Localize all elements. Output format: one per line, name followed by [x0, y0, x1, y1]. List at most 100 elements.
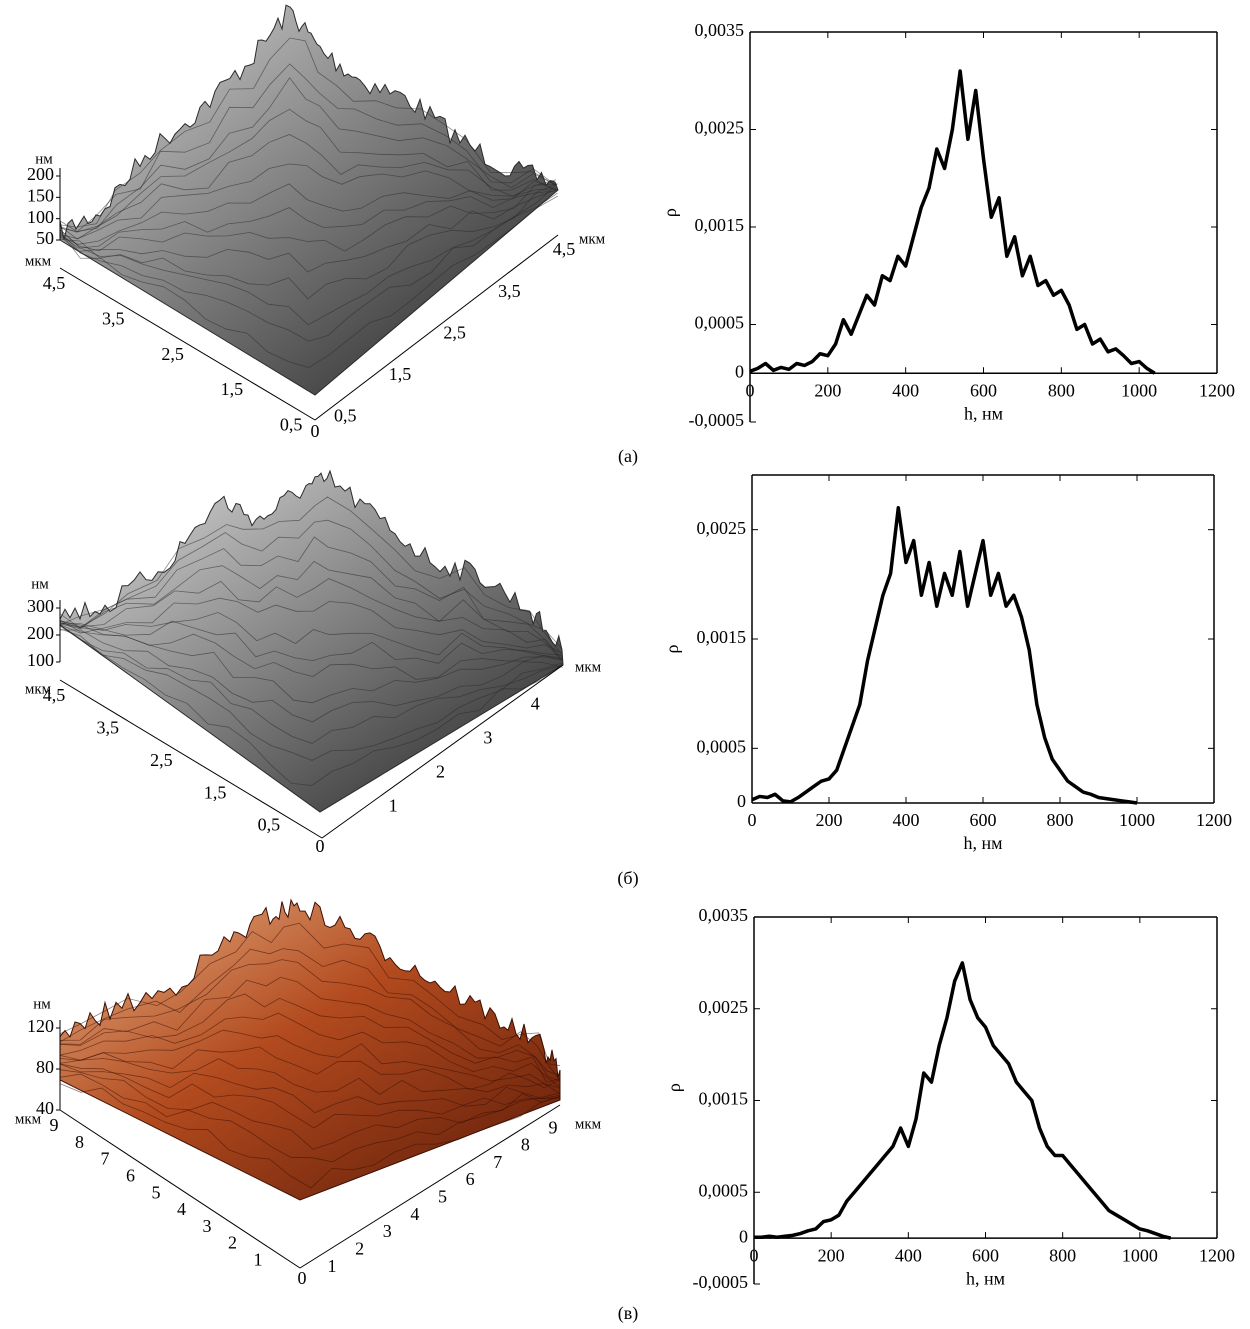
surface-texture — [59, 183, 558, 300]
surface-texture — [59, 628, 564, 761]
surface-texture — [59, 612, 563, 661]
right-unit: мкм — [575, 659, 602, 675]
left-tick-label: 2 — [228, 1233, 237, 1253]
left-tick-label: 3,5 — [96, 718, 119, 738]
x-tick-label: 800 — [1048, 380, 1075, 400]
right-tick-label: 4,5 — [553, 239, 576, 259]
left-unit: мкм — [25, 253, 52, 269]
x-tick-label: 200 — [816, 810, 843, 830]
surface-texture — [59, 163, 557, 240]
left-tick-label: 1,5 — [204, 782, 227, 802]
x-tick-label: 200 — [818, 1245, 845, 1265]
origin-label: 0 — [298, 1268, 307, 1288]
z-tick-label: 100 — [27, 650, 54, 670]
y-tick-label: 0,0005 — [697, 736, 747, 756]
z-tick-label: 120 — [27, 1016, 54, 1036]
left-tick-label: 5 — [152, 1182, 161, 1202]
right-tick-label: 5 — [438, 1187, 447, 1207]
surface-texture — [59, 922, 561, 1067]
y-axis-label: ρ — [662, 644, 682, 653]
x-axis-label: h, нм — [963, 833, 1002, 853]
left-tick-label: 9 — [50, 1115, 59, 1135]
data-line — [749, 69, 1156, 375]
surface-texture — [59, 519, 563, 650]
data-line — [751, 506, 1138, 805]
x-tick-label: 400 — [893, 810, 920, 830]
right-tick-label: 2 — [436, 761, 445, 781]
right-tick-label: 6 — [466, 1169, 475, 1189]
right-tick-label: 7 — [493, 1152, 502, 1172]
surface-texture — [59, 496, 563, 656]
x-tick-label: 600 — [970, 380, 997, 400]
x-tick-label: 0 — [748, 810, 757, 830]
z-tick-label: 100 — [27, 207, 54, 227]
y-tick-label: 0,0025 — [697, 518, 747, 538]
x-tick-label: 600 — [972, 1245, 999, 1265]
left-tick-label: 1 — [254, 1249, 263, 1269]
right-tick-label: 2 — [355, 1239, 364, 1259]
x-tick-label: 400 — [895, 1245, 922, 1265]
surface-texture — [59, 184, 557, 252]
y-tick-label: -0,0005 — [693, 1272, 749, 1292]
surface-texture — [60, 629, 563, 723]
right-axis — [321, 664, 564, 839]
panel-label: (б) — [617, 868, 638, 889]
y-tick-label: 0,0015 — [695, 215, 745, 235]
y-tick-label: 0,0035 — [699, 905, 749, 925]
x-tick-label: 1000 — [1121, 380, 1157, 400]
x-axis-label: h, нм — [966, 1268, 1005, 1288]
left-tick-label: 2,5 — [150, 750, 173, 770]
surface-texture — [59, 620, 563, 664]
surface-texture — [59, 1063, 561, 1114]
left-tick-label: 4,5 — [43, 273, 66, 293]
left-unit: мкм — [15, 1111, 42, 1127]
surface-texture — [59, 948, 561, 1081]
surface-texture — [59, 1029, 561, 1089]
left-tick-label: 0,5 — [258, 815, 281, 835]
left-tick-label: 2,5 — [161, 344, 184, 364]
x-tick-label: 1200 — [1199, 1245, 1235, 1265]
surface-texture — [59, 1073, 561, 1163]
surface-texture — [59, 1069, 561, 1150]
x-tick-label: 0 — [746, 380, 755, 400]
x-tick-label: 200 — [814, 380, 841, 400]
surface-texture — [59, 625, 563, 744]
left-axis — [59, 267, 316, 421]
x-tick-label: 1200 — [1199, 380, 1235, 400]
surface-relief — [59, 898, 561, 1201]
left-tick-label: 3,5 — [102, 308, 125, 328]
z-tick-label: 300 — [27, 596, 54, 616]
x-tick-label: 800 — [1049, 1245, 1076, 1265]
right-unit: мкм — [575, 1116, 602, 1132]
surface-texture — [59, 195, 558, 369]
surface-texture — [59, 192, 558, 342]
z-unit: нм — [33, 996, 51, 1012]
right-tick-label: 4 — [410, 1204, 419, 1224]
y-axis-label: ρ — [660, 208, 680, 217]
right-tick-label: 1 — [389, 795, 398, 815]
surface-texture — [59, 77, 556, 232]
origin-label: 0 — [316, 836, 325, 856]
y-tick-label: 0 — [739, 1226, 748, 1246]
right-tick-label: 1 — [328, 1256, 337, 1276]
surface-texture — [59, 108, 556, 240]
right-tick-label: 8 — [521, 1135, 530, 1155]
panel-label: (в) — [618, 1303, 639, 1324]
y-tick-label: 0 — [735, 361, 744, 381]
y-axis-label: ρ — [664, 1083, 684, 1092]
y-tick-label: 0,0015 — [699, 1089, 749, 1109]
right-tick-label: 3,5 — [498, 281, 521, 301]
right-tick-label: 0,5 — [334, 406, 357, 426]
data-line — [754, 961, 1172, 1240]
left-tick-label: 0,5 — [280, 414, 303, 434]
surface-texture — [59, 624, 564, 786]
z-tick-label: 200 — [27, 164, 54, 184]
right-axis — [314, 234, 559, 421]
x-tick-label: 1200 — [1196, 810, 1232, 830]
surface-texture — [59, 993, 561, 1083]
left-tick-label: 3 — [203, 1216, 212, 1236]
surface-texture — [59, 189, 558, 273]
surface-texture — [59, 1063, 561, 1129]
y-tick-label: 0,0025 — [695, 118, 745, 138]
